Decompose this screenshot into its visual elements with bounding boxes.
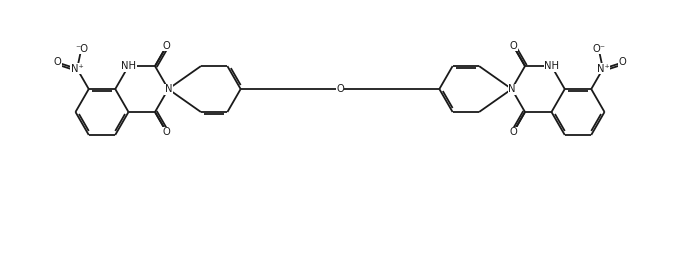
Text: O: O (163, 127, 171, 137)
Text: O: O (509, 127, 517, 137)
Text: O: O (54, 57, 61, 68)
Text: N: N (165, 84, 172, 94)
Text: O: O (336, 84, 344, 94)
Text: O: O (619, 57, 626, 68)
Text: O: O (163, 41, 171, 51)
Text: O: O (509, 41, 517, 51)
Text: N: N (508, 84, 515, 94)
Text: NH: NH (121, 61, 136, 71)
Text: NH: NH (544, 61, 559, 71)
Text: ⁻O: ⁻O (75, 44, 88, 54)
Text: N⁺: N⁺ (596, 64, 609, 74)
Text: N⁺: N⁺ (71, 64, 84, 74)
Text: O⁻: O⁻ (592, 44, 605, 54)
